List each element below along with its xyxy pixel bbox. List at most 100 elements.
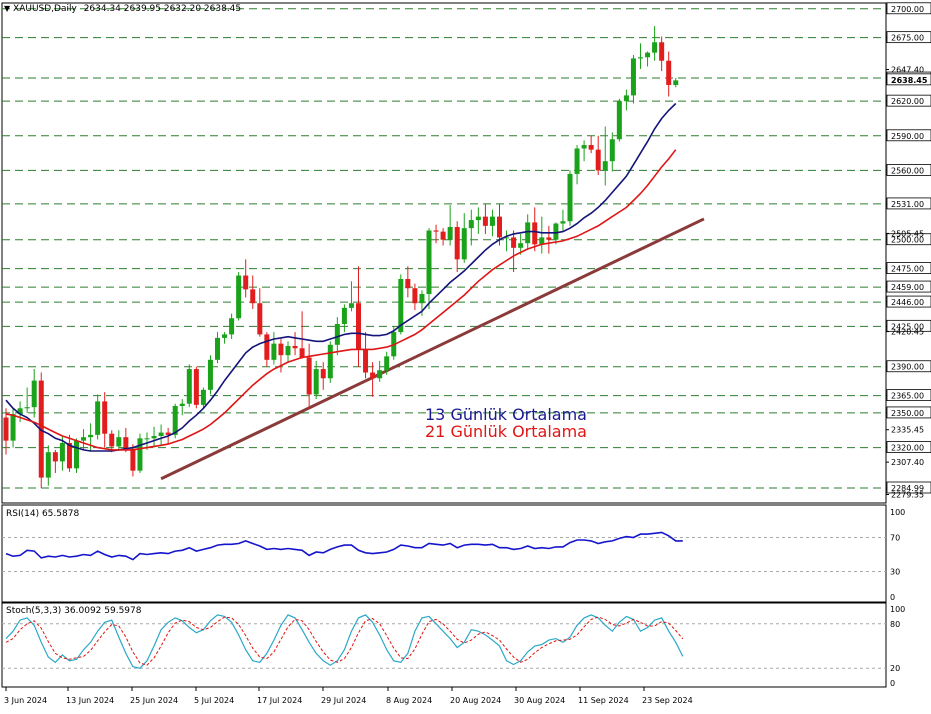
candle-body (518, 243, 524, 248)
candle-body (102, 401, 108, 434)
stoch-title: Stoch(5,3,3) 36.0092 59.5978 (6, 606, 142, 616)
date-axis-label: 23 Sep 2024 (642, 696, 693, 705)
candle-body (229, 318, 235, 335)
price-axis-label: 2284.99 (891, 484, 924, 493)
candle-body (257, 303, 263, 335)
price-label-box (886, 233, 931, 246)
candle-body (341, 307, 347, 325)
price-axis-minor-label: 2647.40 (891, 66, 924, 75)
price-label-box (886, 197, 931, 210)
price-axis-label: 2500.00 (891, 236, 924, 245)
candle-body (88, 434, 94, 438)
price-axis-label: 2425.00 (891, 322, 924, 331)
stoch-axis-label: 20 (890, 664, 900, 673)
candle-body (207, 359, 213, 390)
candle-body (595, 149, 601, 171)
candle-body (81, 437, 87, 441)
stoch-axis-label: 80 (890, 620, 900, 629)
candle-body (356, 303, 361, 350)
price-label-box (886, 262, 931, 274)
candle-body (200, 389, 206, 405)
current-price-box (886, 73, 931, 86)
stoch-axis-label: 100 (890, 605, 905, 614)
candle-body (222, 334, 228, 338)
candle-body (419, 293, 425, 304)
candle-body (468, 220, 474, 229)
candle-body (158, 432, 164, 437)
candle-body (130, 448, 136, 471)
price-axis-minor-label: 2505.45 (891, 229, 924, 238)
candle-body (433, 230, 439, 232)
candle-body (504, 237, 510, 239)
date-axis-label: 3 Jun 2024 (4, 696, 47, 705)
candle-body (638, 57, 643, 59)
candle-body (348, 303, 354, 308)
candle-body (426, 230, 432, 294)
price-axis-label: 2459.00 (891, 283, 924, 292)
price-label-box (886, 389, 931, 402)
candle-body (193, 369, 199, 405)
date-axis-label: 8 Aug 2024 (386, 696, 432, 705)
candle-body (567, 173, 573, 222)
date-axis-label: 11 Sep 2024 (578, 696, 629, 705)
candle-body (666, 60, 672, 85)
candle-body (172, 406, 178, 435)
candle-body (602, 161, 608, 171)
rsi-panel-frame (1, 504, 887, 603)
candle-body (370, 372, 376, 379)
candle-body (652, 42, 658, 53)
stoch-d-line (5, 616, 684, 666)
candle-body (215, 337, 220, 360)
candle-body (313, 369, 319, 395)
candle-body (334, 324, 340, 345)
price-label-box (886, 295, 931, 308)
candle-body (497, 216, 502, 238)
candle-body (278, 343, 284, 356)
price-axis-label: 2700.00 (891, 5, 924, 14)
price-axis-label: 2446.00 (891, 298, 924, 307)
stoch-k-line (5, 614, 684, 669)
stoch-axis-label: 0 (890, 679, 895, 688)
date-axis-label: 13 Jun 2024 (66, 696, 114, 705)
candle-body (363, 349, 369, 373)
price-axis-label: 2675.00 (891, 34, 924, 43)
candle-body (454, 227, 460, 260)
price-label-box (886, 129, 931, 142)
price-label-box (886, 481, 931, 494)
candle-body (320, 369, 326, 379)
candle-body (440, 231, 446, 240)
price-axis-minor-label: 2335.45 (891, 426, 924, 435)
legend-ma13: 13 Günlük Ortalama (425, 405, 587, 424)
price-label-box (886, 164, 931, 176)
candle-body (74, 440, 79, 469)
price-label-box (886, 31, 931, 44)
price-label-box (886, 280, 931, 293)
candle-body (10, 414, 16, 441)
candle-body (66, 442, 72, 469)
candle-body (95, 401, 101, 435)
ohlc-readout: 2634.34 2639.95 2632.20 2638.45 (83, 4, 242, 14)
date-axis-label: 5 Jul 2024 (194, 696, 234, 705)
date-axis-label: 30 Aug 2024 (514, 696, 565, 705)
price-axis-label: 2475.00 (891, 265, 924, 274)
candle-body (553, 223, 559, 240)
candle-body (38, 380, 44, 478)
main-panel-frame (1, 2, 887, 504)
candle-body (250, 289, 256, 304)
candle-body (659, 42, 665, 61)
candle-body (151, 436, 157, 439)
legend-ma21: 21 Günlük Ortalama (425, 422, 587, 441)
date-axis-label: 25 Jun 2024 (130, 696, 178, 705)
price-axis-label: 2390.00 (891, 363, 924, 372)
date-axis-label: 29 Jul 2024 (321, 696, 366, 705)
price-label-box (886, 319, 931, 332)
rsi-axis-label: 0 (890, 593, 895, 602)
candle-body (243, 275, 249, 290)
triangle-down-icon[interactable]: ▼ (4, 4, 11, 13)
candle-body (45, 452, 51, 478)
candle-body (673, 80, 679, 85)
candle-body (609, 139, 615, 162)
candle-body (581, 145, 587, 149)
price-axis-label: 2350.00 (891, 409, 924, 418)
candle-body (327, 344, 333, 379)
